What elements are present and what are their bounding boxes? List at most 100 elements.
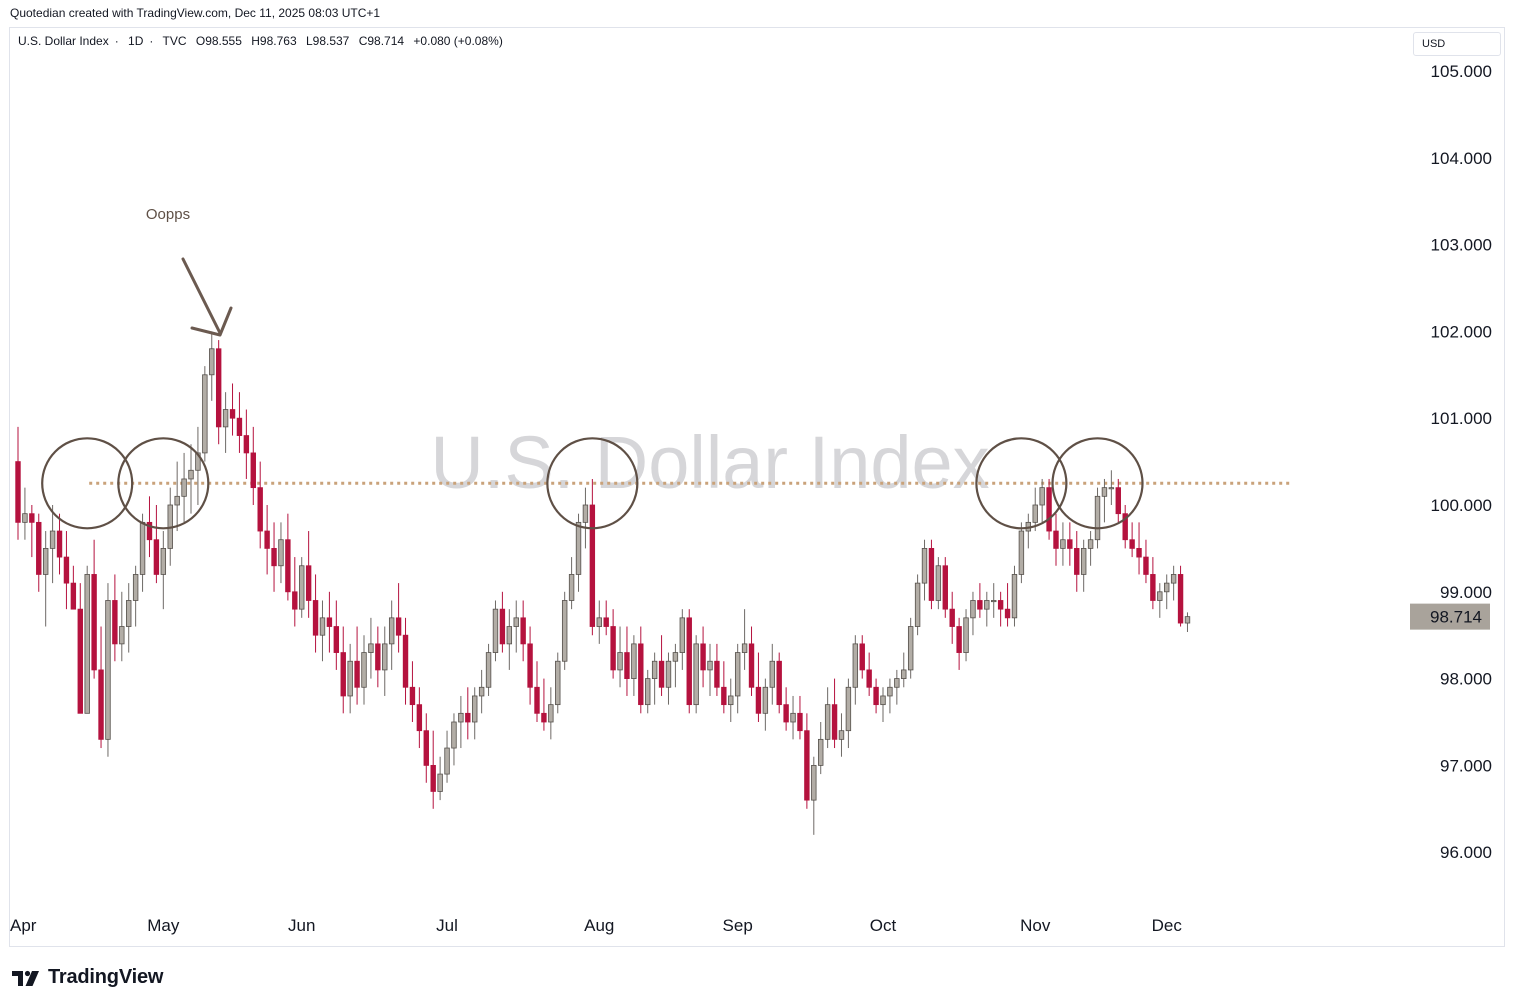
candle-body [1143,556,1149,575]
candle-up [617,626,623,688]
candle-down [949,591,955,644]
candle-down [1004,583,1011,627]
candle-up [568,557,575,610]
candle-body [188,469,194,480]
candle-body [1067,539,1073,549]
candle-up [596,600,602,644]
candle-down [236,392,243,453]
candle-body [22,513,28,523]
candle-body [665,660,672,688]
candle-up [790,695,796,740]
annotation-arrow[interactable] [181,257,233,337]
candle-down [243,409,250,479]
candle-body [693,643,699,706]
candle-up [139,513,146,592]
candle-up [1184,612,1191,632]
candle-body [907,626,914,671]
candle-body [444,747,450,775]
candle-up [845,678,852,749]
symbol-interval: 1D [128,34,144,48]
candle-up [299,557,305,618]
candle-up [984,591,990,627]
symbol-name[interactable]: U.S. Dollar Index [18,34,109,48]
candle-up [631,635,637,696]
symbol-exchange: TVC [162,34,187,48]
candle-up [444,730,450,783]
price-tick-label: 99.000 [1440,583,1492,602]
candle-down [610,609,616,679]
candle-body [1184,616,1191,624]
price-tick-label: 98.000 [1440,670,1492,689]
candle-up [907,617,914,679]
candle-down [423,713,429,783]
candle-body [492,608,499,653]
candle-body [610,626,616,671]
candle-up [769,643,775,705]
candle-down [859,635,865,679]
symbol-legend[interactable]: U.S. Dollar Index · 1D · TVC O98.555 H98.7… [18,34,509,48]
price-tick-label: 101.000 [1431,409,1492,428]
candle-down [63,531,70,610]
candle-body [914,582,921,627]
candle-down [928,539,935,610]
candle-body [818,738,824,766]
candle-down [977,583,983,618]
candle-down [1046,478,1052,540]
candle-up [202,366,208,462]
candle-body [658,660,665,688]
time-tick-label: Apr [10,916,37,935]
candle-body [520,617,526,645]
price-axis[interactable]: 105.000 104.000 103.000 102.000 101.000 100.0… [1431,62,1492,862]
candle-body [942,565,948,610]
candle-down [1129,522,1135,558]
candle-body [29,513,35,523]
candle-up [963,609,969,662]
candle-body [1150,574,1156,601]
candle-body [215,348,222,428]
candle-body [209,348,215,376]
candle-body [112,600,118,645]
currency-selector[interactable]: USD [1413,32,1501,56]
chart-watermark: U.S. Dollar Index [430,421,989,504]
candle-up [478,669,485,714]
candle-body [333,626,340,653]
candle-body [824,704,831,740]
candle-up [437,756,443,801]
candle-down [98,626,104,749]
candle-down [804,713,810,809]
candle-body [1115,487,1121,515]
candle-body [991,600,997,603]
candle-body [769,660,775,688]
time-tick-label: Oct [870,916,897,935]
candle-body [42,548,49,575]
candle-up [174,461,180,532]
candle-body [1039,487,1045,506]
candle-up [1039,478,1045,523]
candle-body [686,617,692,706]
candle-body [98,669,104,740]
tradingview-logo[interactable]: TradingView [12,966,163,989]
candle-down [1143,539,1149,584]
candle-down [257,461,263,549]
candle-body [430,765,436,792]
time-axis[interactable]: Apr May Jun Jul Aug Sep Oct Nov Dec [10,916,1182,935]
candle-up [181,452,187,523]
time-tick-label: Jul [436,916,458,935]
candle-down [305,531,312,618]
candle-up [762,678,769,731]
candle-down [70,565,77,610]
chart-pane[interactable] [9,27,1505,947]
candle-body [174,495,180,506]
oopps-annotation[interactable]: Oopps [146,206,190,223]
candle-body [603,617,609,627]
candle-up [49,505,56,584]
candle-body [319,617,326,636]
candle-body [997,600,1004,610]
price-tick-label: 105.000 [1431,62,1492,81]
candle-body [1094,495,1101,541]
candle-body [741,643,748,653]
candle-body [596,617,602,627]
candle-body [77,608,83,714]
candle-body [84,574,90,714]
